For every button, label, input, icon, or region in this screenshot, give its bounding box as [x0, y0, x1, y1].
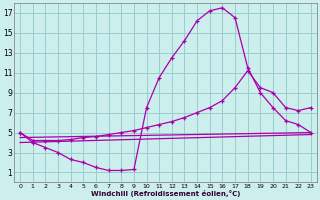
X-axis label: Windchill (Refroidissement éolien,°C): Windchill (Refroidissement éolien,°C)	[91, 190, 240, 197]
